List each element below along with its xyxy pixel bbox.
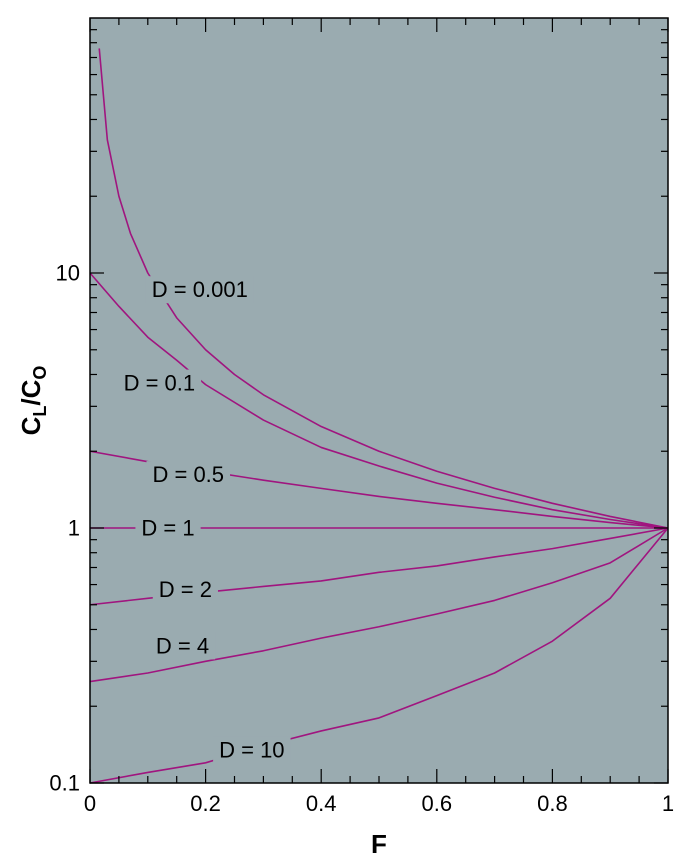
curve-label-1: D = 0.1 [124,371,196,396]
curve-label-0: D = 0.001 [152,277,248,302]
curve-label-mask-5 [149,632,216,660]
series-line-0 [98,48,669,529]
series-line-5 [89,527,669,683]
curve-label-mask-0 [145,276,254,304]
curve-label-6: D = 10 [219,737,284,762]
curve-label-mask-4 [152,575,218,603]
curve-label-3: D = 1 [141,516,194,541]
x-tick-label-3: 0.6 [422,791,453,816]
curve-label-mask-1 [117,369,202,397]
y-axis-title-sub2: O [30,366,50,380]
x-tick-label-0: 0 [84,791,96,816]
x-tick-label-5: 1 [662,791,674,816]
curve-label-5: D = 4 [156,633,209,658]
tick-labels-group: 0 0.2 0.4 0.6 0.8 1 0.1 1 10 [49,261,674,817]
x-tick-label-1: 0.2 [190,791,221,816]
plot-frame [89,17,669,784]
y-axis-title: CL/CO [16,366,50,436]
curve-label-2: D = 0.5 [152,462,224,487]
curve-label-mask-2 [146,461,231,489]
curve-labels-group: D = 0.001 D = 0.1 D = 0.5 D = 1 D = 2 D = 4 D … [117,276,291,764]
curve-label-mask-6 [213,736,291,764]
plot-background [90,18,668,783]
y-axis-title-main: C [16,416,46,435]
y-tick-label-0: 0.1 [49,771,80,796]
x-tick-label-2: 0.4 [306,791,337,816]
y-axis-title-sep: /C [16,379,46,405]
x-axis-title: F [371,829,387,859]
curve-label-mask-3 [135,514,201,542]
series-line-1 [89,272,669,529]
y-axis-title-sub1: L [30,406,50,417]
series-line-6 [89,527,669,784]
y-tick-label-1: 1 [68,516,80,541]
x-tick-label-4: 0.8 [537,791,568,816]
y-tick-label-2: 10 [56,261,80,286]
curve-label-4: D = 2 [159,577,212,602]
